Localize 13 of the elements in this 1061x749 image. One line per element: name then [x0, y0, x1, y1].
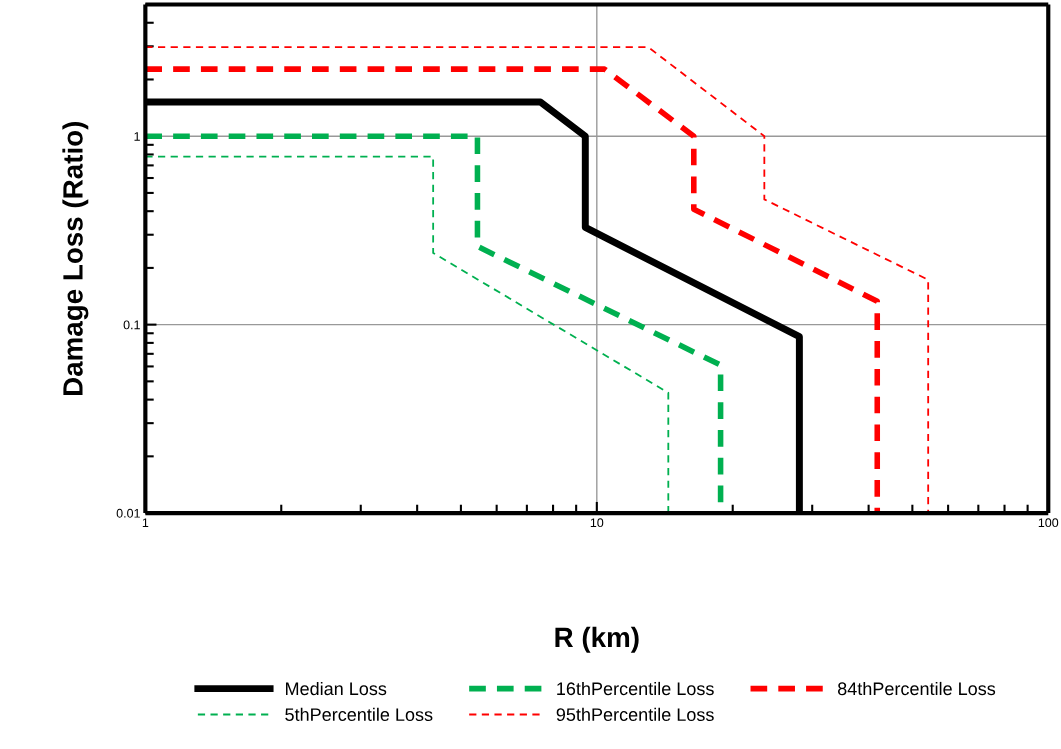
legend-label: 5thPercentile Loss: [285, 707, 433, 722]
y-axis-title: Damage Loss (Ratio): [62, 122, 89, 396]
x-axis-title: R (km): [555, 626, 639, 653]
legend-label: Median Loss: [286, 681, 387, 696]
y-tick-label: 0.01: [116, 508, 140, 518]
x-tick-label: 1: [142, 518, 149, 527]
x-tick-label: 10: [590, 518, 604, 528]
legend-label: 95thPercentile Loss: [556, 707, 714, 722]
legend-label: 16thPercentile Loss: [557, 681, 714, 696]
y-tick-label: 1: [134, 132, 140, 141]
legend-label: 84thPercentile Loss: [837, 681, 996, 696]
x-tick-label: 100: [1038, 518, 1059, 528]
y-tick-label: 0.1: [123, 320, 140, 330]
